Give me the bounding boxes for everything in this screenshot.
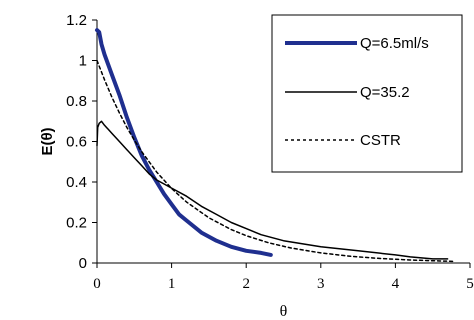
y-tick-label: 0.6 <box>66 134 87 151</box>
series-line-2 <box>96 59 456 263</box>
y-tick-label: 1.2 <box>66 12 87 29</box>
y-axis-label: E(θ) <box>39 127 56 155</box>
y-tick-label: 1 <box>79 53 87 70</box>
series-layer <box>95 28 456 263</box>
x-axis-label: θ <box>280 303 288 320</box>
x-tick-label: 1 <box>168 276 176 292</box>
x-tick-label: 5 <box>466 276 474 292</box>
y-tick-label: 0.2 <box>66 215 87 232</box>
y-tick-label: 0.4 <box>66 174 87 191</box>
x-tick-label: 0 <box>93 276 101 292</box>
y-tick-label: 0.8 <box>66 93 87 110</box>
plot-area: 0 1 2 3 4 5 0 0.2 0.4 0.6 0.8 1 1.2 <box>66 12 474 292</box>
legend-label-0: Q=6.5ml/s <box>360 35 429 52</box>
x-tick-label: 4 <box>392 276 400 292</box>
legend-label-2: CSTR <box>360 132 401 149</box>
y-tick-label: 0 <box>79 255 87 272</box>
x-tick-label: 2 <box>242 276 250 292</box>
series-line-1 <box>96 120 449 260</box>
x-ticks: 0 1 2 3 4 5 <box>93 263 474 292</box>
y-ticks: 0 0.2 0.4 0.6 0.8 1 1.2 <box>66 12 97 272</box>
legend-label-1: Q=35.2 <box>360 84 410 101</box>
legend: Q=6.5ml/s Q=35.2 CSTR <box>271 14 463 173</box>
x-tick-label: 3 <box>317 276 325 292</box>
series-line-0 <box>95 28 273 257</box>
